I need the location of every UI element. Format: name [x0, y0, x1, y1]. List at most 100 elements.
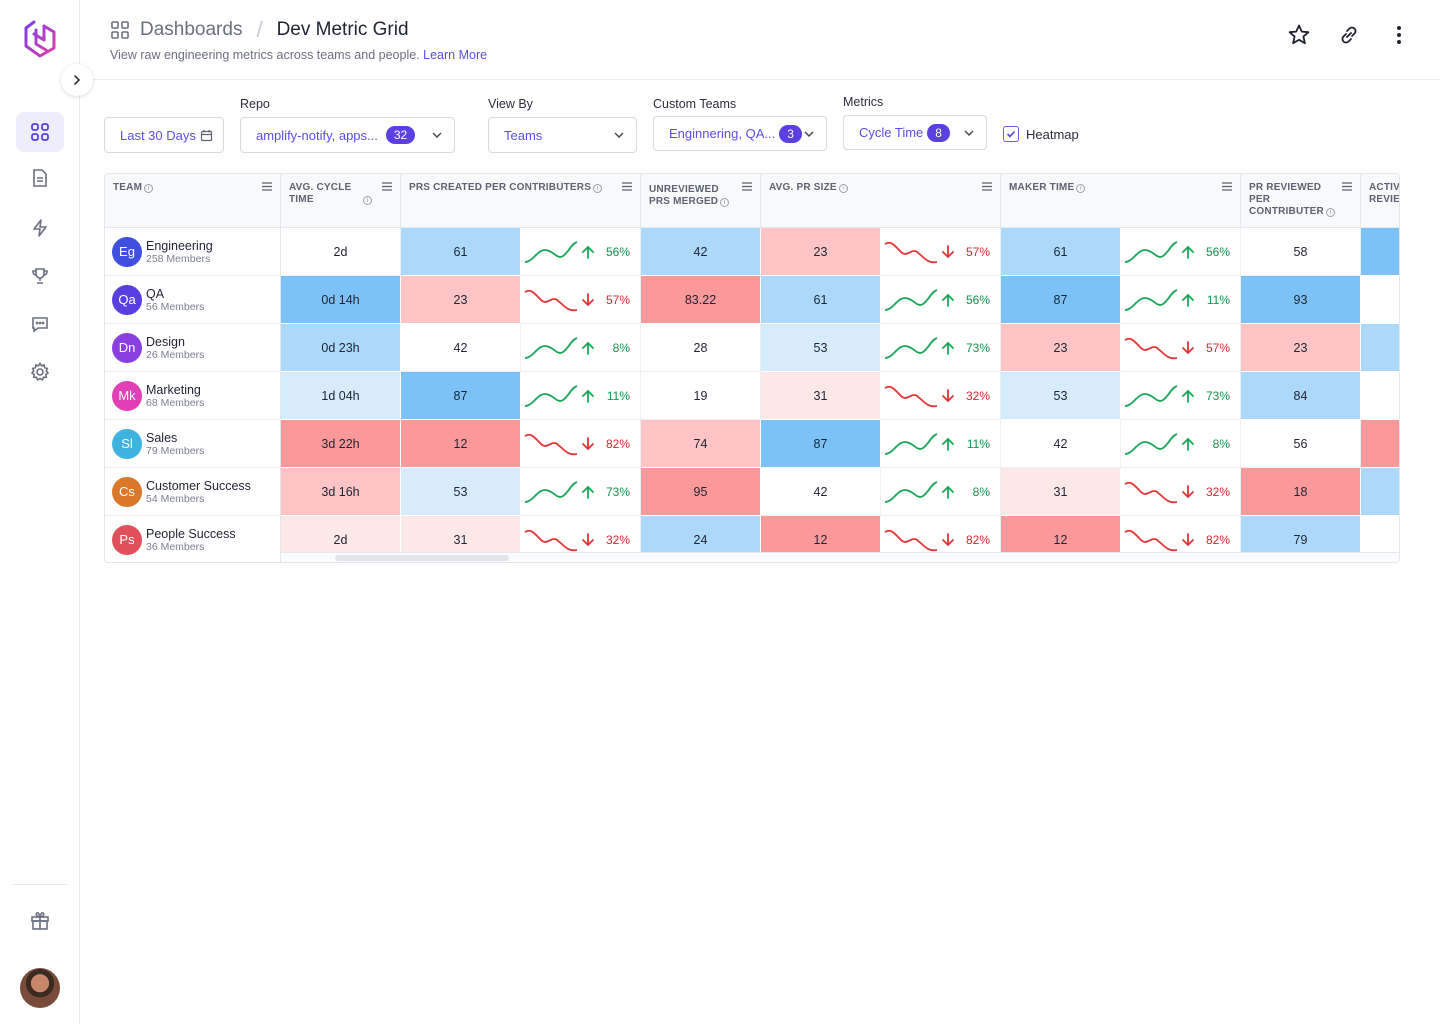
- metric-cell[interactable]: 19: [641, 372, 761, 420]
- metric-cell[interactable]: 61: [1001, 228, 1121, 276]
- trend-percent: 8%: [1212, 436, 1230, 451]
- trend-percent: 82%: [1205, 532, 1230, 547]
- metric-cell[interactable]: 0d 23h: [281, 324, 401, 372]
- app-logo-icon[interactable]: [20, 18, 60, 62]
- column-menu-icon[interactable]: [1222, 182, 1232, 195]
- metric-cell[interactable]: 87: [761, 420, 881, 468]
- metric-cell[interactable]: 58: [1241, 228, 1361, 276]
- learn-more-link[interactable]: Learn More: [423, 48, 488, 62]
- column-menu-icon[interactable]: [622, 182, 632, 195]
- metric-cell[interactable]: 18: [1241, 468, 1361, 516]
- column-menu-icon[interactable]: [262, 182, 272, 195]
- metric-cell[interactable]: 93: [1241, 276, 1361, 324]
- metric-cell[interactable]: 84: [1241, 372, 1361, 420]
- metric-cell[interactable]: 61: [401, 228, 521, 276]
- repo-value: amplify-notify, apps...: [256, 127, 378, 143]
- sidebar-expand-button[interactable]: [61, 64, 93, 96]
- metric-cell[interactable]: 3d 22h: [281, 420, 401, 468]
- nav-feedback[interactable]: [16, 304, 64, 344]
- heatmap-checkbox[interactable]: [1003, 126, 1019, 142]
- metric-cell[interactable]: [1361, 420, 1399, 468]
- col-header-pr-size[interactable]: AVG. PR SIZE i: [761, 174, 1001, 228]
- copy-link-icon[interactable]: [1336, 22, 1362, 48]
- metric-cell[interactable]: 12: [401, 420, 521, 468]
- metric-cell[interactable]: 53: [401, 468, 521, 516]
- metric-cell[interactable]: 42: [401, 324, 521, 372]
- team-cell[interactable]: Dn Design 26 Members: [105, 324, 281, 372]
- favorite-star-icon[interactable]: [1286, 22, 1312, 48]
- nav-reports[interactable]: [16, 158, 64, 198]
- metric-cell[interactable]: 95: [641, 468, 761, 516]
- metric-cell[interactable]: 83.22: [641, 276, 761, 324]
- col-header-prs-created[interactable]: PRS CREATED PER CONTRIBUTERS i: [401, 174, 641, 228]
- column-menu-icon[interactable]: [1342, 182, 1352, 195]
- col-header-pr-reviewed[interactable]: PR REVIEWED PER CONTRIBUTER i: [1241, 174, 1361, 228]
- metric-value: 0d 23h: [321, 340, 360, 355]
- metric-cell[interactable]: 42: [641, 228, 761, 276]
- column-menu-icon[interactable]: [382, 182, 392, 195]
- metric-cell[interactable]: 53: [1001, 372, 1121, 420]
- metric-cell[interactable]: [1361, 372, 1399, 420]
- col-header-maker-time[interactable]: MAKER TIME i: [1001, 174, 1241, 228]
- team-members: 79 Members: [146, 444, 205, 457]
- metric-cell[interactable]: [1361, 228, 1399, 276]
- viewby-select[interactable]: Teams: [488, 117, 637, 153]
- team-cell[interactable]: Eg Engineering 258 Members: [105, 228, 281, 276]
- metrics-select[interactable]: Cycle Time 8: [843, 115, 987, 150]
- col-header-active-reviewers[interactable]: ACTIVE REVIEW: [1361, 174, 1399, 228]
- metric-cell[interactable]: 28: [641, 324, 761, 372]
- column-menu-icon[interactable]: [982, 182, 992, 195]
- breadcrumb-dashboards-link[interactable]: Dashboards: [140, 19, 243, 40]
- metric-cell[interactable]: 23: [761, 228, 881, 276]
- metric-cell[interactable]: 23: [401, 276, 521, 324]
- metric-cell[interactable]: [1361, 276, 1399, 324]
- table-row: Mk Marketing 68 Members 1d 04h 87 11% 19 31 32% 5…: [105, 372, 1399, 420]
- page-header: Dashboards / Dev Metric Grid View raw en…: [80, 0, 1440, 80]
- nav-goals[interactable]: [16, 256, 64, 296]
- date-range-filter[interactable]: Last 30 Days: [104, 117, 224, 153]
- metric-cell[interactable]: 61: [761, 276, 881, 324]
- col-header-unreviewed-prs[interactable]: UNREVIEWED PRS MERGED i: [641, 174, 761, 228]
- metric-cell[interactable]: 74: [641, 420, 761, 468]
- nav-settings[interactable]: [16, 352, 64, 392]
- metric-cell[interactable]: [1361, 468, 1399, 516]
- metric-cell[interactable]: 56: [1241, 420, 1361, 468]
- col-header-team[interactable]: TEAM i: [105, 174, 281, 228]
- team-cell[interactable]: Mk Marketing 68 Members: [105, 372, 281, 420]
- metric-cell[interactable]: 87: [401, 372, 521, 420]
- metric-cell[interactable]: 23: [1001, 324, 1121, 372]
- scrollbar-thumb[interactable]: [335, 555, 509, 561]
- trend-percent: 32%: [1205, 484, 1230, 499]
- horizontal-scrollbar[interactable]: [281, 552, 1399, 562]
- repo-select[interactable]: amplify-notify, apps... 32: [240, 117, 455, 153]
- column-menu-icon[interactable]: [742, 182, 752, 195]
- nav-gift[interactable]: [16, 900, 64, 940]
- repo-label: Repo: [240, 97, 270, 111]
- metric-cell[interactable]: 31: [1001, 468, 1121, 516]
- nav-dashboards[interactable]: [16, 112, 64, 152]
- metric-cell[interactable]: [1361, 324, 1399, 372]
- col-header-cycle-time[interactable]: AVG. CYCLE TIME i: [281, 174, 401, 228]
- user-avatar[interactable]: [20, 968, 60, 1008]
- custom-teams-select[interactable]: Enginnering, QA... 3: [653, 116, 827, 151]
- metric-cell[interactable]: 42: [761, 468, 881, 516]
- metric-cell[interactable]: 3d 16h: [281, 468, 401, 516]
- heatmap-toggle[interactable]: Heatmap: [1003, 126, 1079, 142]
- metric-cell[interactable]: 23: [1241, 324, 1361, 372]
- team-cell[interactable]: Ps People Success 36 Members: [105, 516, 281, 562]
- metric-cell[interactable]: 1d 04h: [281, 372, 401, 420]
- metric-cell[interactable]: 53: [761, 324, 881, 372]
- team-cell[interactable]: Qa QA 56 Members: [105, 276, 281, 324]
- metric-cell[interactable]: 0d 14h: [281, 276, 401, 324]
- team-cell[interactable]: Cs Customer Success 54 Members: [105, 468, 281, 516]
- more-options-icon[interactable]: [1386, 22, 1412, 48]
- metric-cell[interactable]: 42: [1001, 420, 1121, 468]
- team-cell[interactable]: Sl Sales 79 Members: [105, 420, 281, 468]
- metric-value: 42: [1053, 436, 1068, 451]
- chat-icon: [32, 317, 48, 333]
- metric-cell[interactable]: 2d: [281, 228, 401, 276]
- arrow-up-icon: [1182, 245, 1194, 259]
- nav-activity[interactable]: [16, 208, 64, 248]
- metric-cell[interactable]: 31: [761, 372, 881, 420]
- metric-cell[interactable]: 87: [1001, 276, 1121, 324]
